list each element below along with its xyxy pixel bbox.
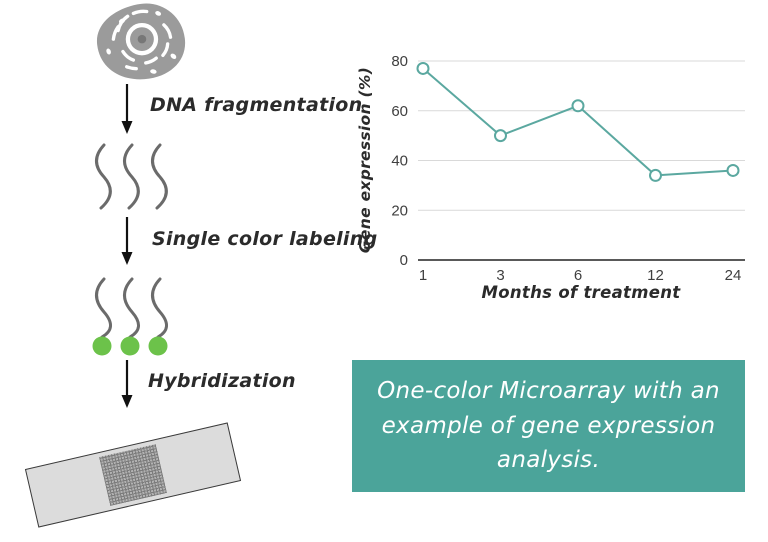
svg-text:1: 1 [419, 267, 427, 284]
green-dye-dots [92, 336, 168, 356]
svg-text:3: 3 [496, 267, 504, 284]
step-label-dna-fragmentation: DNA fragmentation [150, 94, 363, 116]
arrow-down-icon [120, 217, 134, 270]
y-axis-label: Gene expression (%) [356, 67, 374, 253]
svg-text:6: 6 [574, 267, 582, 284]
step-label-single-color-labeling: Single color labeling [152, 228, 378, 250]
svg-text:24: 24 [725, 267, 742, 284]
svg-text:60: 60 [391, 103, 408, 120]
svg-text:20: 20 [391, 202, 408, 219]
x-axis-label: Months of treatment [482, 283, 682, 302]
svg-text:80: 80 [391, 53, 408, 70]
dna-fragments-icon [88, 142, 180, 212]
gene-expression-chart: 0 20 40 60 80 1 3 6 12 24 Gene expression (%) Mon… [356, 53, 745, 302]
labeled-strands-icon [86, 276, 182, 360]
step-label-hybridization: Hybridization [148, 370, 296, 392]
arrow-down-icon [120, 84, 134, 139]
caption-box: One-color Microarray with an example of … [352, 360, 745, 492]
arrow-down-icon [120, 360, 134, 413]
svg-text:12: 12 [647, 267, 664, 284]
cell-icon [93, 2, 189, 82]
caption-text: One-color Microarray with an example of … [377, 378, 720, 474]
svg-text:0: 0 [400, 252, 408, 269]
microarray-grid [99, 444, 167, 506]
nucleolus [137, 34, 147, 44]
svg-text:40: 40 [391, 153, 408, 170]
microarray-slide [24, 422, 242, 528]
organelle-dots [106, 11, 177, 74]
